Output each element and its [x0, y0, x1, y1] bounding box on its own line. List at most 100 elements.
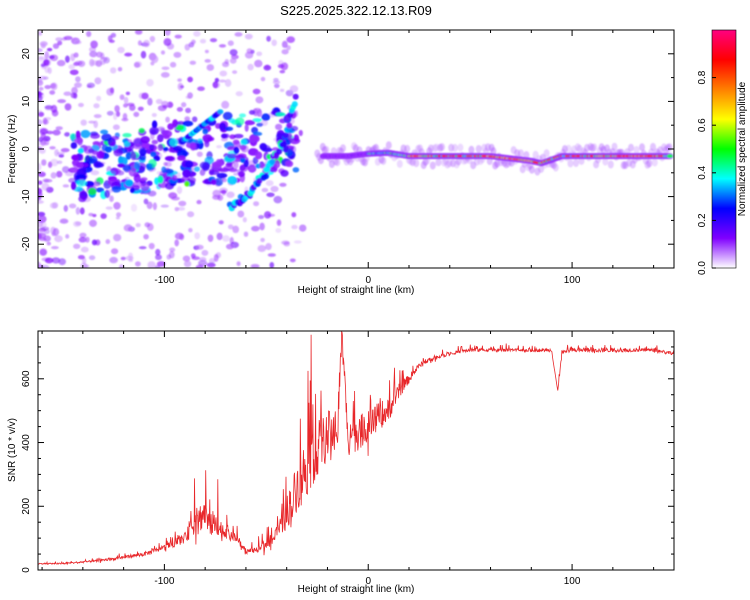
spectrogram-cell	[475, 145, 482, 153]
spectrogram-cell	[244, 33, 253, 40]
spectrogram-cell	[73, 243, 81, 250]
spectrogram-cell	[83, 145, 94, 154]
spectrogram-cell	[455, 157, 462, 166]
spectrogram-cell	[76, 179, 87, 187]
spectrogram-cell	[114, 105, 120, 113]
spectrogram-cell	[173, 145, 183, 152]
spectrogram-cell	[89, 58, 95, 67]
spectrogram-cell	[184, 180, 190, 187]
spectrogram-cell	[468, 145, 475, 154]
snr-x-label: Height of straight line (km)	[298, 584, 415, 595]
spectrogram-cell	[646, 159, 653, 168]
spectrogram-cell	[176, 149, 188, 158]
spectrogram-cell	[611, 142, 618, 151]
spectrogram-cell	[207, 234, 214, 243]
spectrogram-cell	[277, 63, 285, 69]
snr-panel: -100 0 100 0 200 400 600 Height of straight l…	[7, 330, 675, 595]
spectrogram-cell	[162, 104, 168, 109]
spectrogram-cell	[232, 139, 240, 145]
spectrogram-cell	[219, 122, 227, 131]
spectrogram-cell	[650, 142, 656, 151]
spectrogram-cell	[188, 227, 193, 233]
spectrogram-cell	[194, 232, 201, 240]
y-tick-label: -10	[21, 189, 32, 204]
spectrogram-cell	[38, 163, 42, 171]
spectrogram-cell	[156, 171, 162, 175]
snr-series-line	[38, 331, 674, 566]
spectrogram-cell	[157, 134, 164, 143]
spectrogram-cell	[232, 70, 238, 74]
spectrogram-cell	[439, 143, 445, 152]
snr-y-label: SNR (10 * v/v)	[7, 418, 18, 482]
spectrogram-cell	[219, 187, 228, 194]
spectrogram-cell	[222, 235, 230, 242]
spectrogram-cell	[160, 50, 166, 55]
spectrogram-cell	[291, 224, 298, 230]
figure-title: S225.2025.322.12.13.R09	[280, 3, 432, 18]
spectrogram-cell	[221, 100, 230, 109]
spectrogram-cell	[155, 248, 161, 256]
spectrogram-cell	[189, 141, 197, 151]
spectrogram-x-label: Height of straight line (km)	[298, 285, 415, 296]
spectrogram-cell	[222, 177, 227, 183]
spectrogram-cell	[138, 127, 145, 134]
spectrogram-cell	[140, 50, 147, 59]
spectrogram-cell	[74, 40, 82, 45]
spectrogram-cell	[62, 184, 70, 188]
spectrogram-cell	[269, 261, 275, 268]
spectrogram-cell	[221, 133, 228, 139]
spectrogram-cell	[116, 212, 122, 218]
spectrogram-cell	[251, 225, 260, 232]
spectrogram-cell	[64, 103, 72, 111]
spectrogram-cell	[253, 107, 262, 114]
spectrogram-cell	[252, 118, 262, 123]
x-tick-label: 100	[564, 576, 581, 587]
spectrogram-cell	[101, 133, 112, 142]
spectrogram-cell	[280, 141, 287, 147]
spectrogram-cell	[271, 39, 277, 47]
spectrogram-cell	[156, 260, 166, 267]
spectrogram-cell	[88, 255, 96, 261]
spectrogram-cell	[602, 157, 609, 166]
spectrogram-cell	[275, 132, 285, 142]
spectrogram-cell	[490, 147, 497, 156]
spectrogram-cell	[110, 168, 121, 175]
spectrogram-cell	[270, 185, 279, 193]
spectrogram-cell	[213, 253, 219, 262]
colorbar-tick-label: 0.4	[697, 165, 708, 179]
spectrogram-cell	[178, 200, 187, 207]
spectrogram-cell	[50, 83, 57, 89]
spectrogram-cell	[228, 168, 238, 173]
spectrogram-cell	[104, 146, 112, 153]
spectrogram-cell	[133, 62, 141, 68]
spectrogram-cell	[123, 224, 133, 232]
spectrogram-cell	[149, 35, 156, 43]
spectrogram-cell	[211, 161, 223, 168]
spectrogram-cell	[250, 264, 260, 268]
spectrogram-cell	[38, 48, 43, 53]
spectrogram-cell	[276, 219, 282, 227]
spectrogram-cell	[88, 212, 94, 217]
spectrogram-cell	[182, 169, 192, 178]
spectrogram-cell	[69, 69, 79, 76]
spectrogram-cell	[247, 63, 254, 71]
spectrogram-cell	[89, 133, 101, 139]
spectrogram-cell	[58, 154, 65, 158]
spectrogram-cell	[291, 101, 298, 108]
spectrogram-cell	[38, 30, 43, 36]
spectrogram-cell	[124, 52, 133, 57]
spectrogram-cell	[151, 112, 157, 118]
colorbar-tick-label: 0.0	[697, 261, 708, 275]
spectrogram-cell	[157, 143, 164, 151]
spectrogram-cell	[70, 181, 77, 191]
spectrogram-cell	[113, 201, 121, 210]
spectrogram-cell	[239, 113, 246, 118]
spectrogram-cell	[666, 143, 673, 152]
spectrogram-cell	[64, 132, 71, 137]
spectrogram-cell	[174, 206, 180, 212]
spectrogram-cell	[298, 129, 303, 137]
spectrogram-cell	[109, 256, 118, 264]
spectrogram-cell	[38, 233, 42, 240]
spectrogram-cell	[79, 207, 85, 215]
spectrogram-cell	[80, 166, 87, 173]
